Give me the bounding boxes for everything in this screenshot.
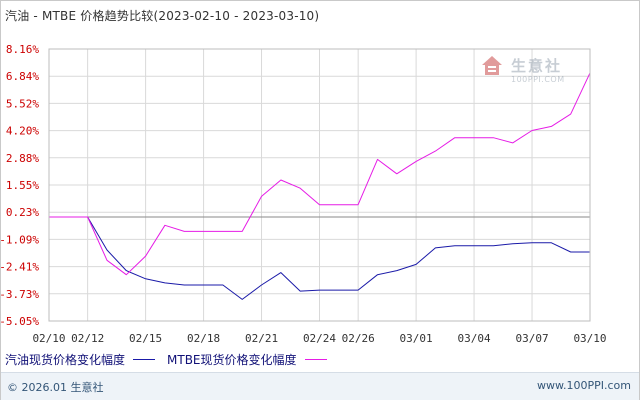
legend-swatch-mtbe [304,359,327,360]
footer-copyright: © 2026.01 生意社 [7,379,103,395]
series-line-mtbe [49,72,591,276]
chart-title: 汽油 - MTBE 价格趋势比较(2023-02-10 - 2023-03-10… [5,9,320,23]
x-tick-labels: 02/10 02/12 02/15 02/18 02/21 02/24 02/26 03/01… [32,332,606,345]
y-tick-labels: 8.16% 6.84% 5.52% 4.20% 2.88% 1.55% 0.23% -1.09… [1,43,39,328]
x-tick-label: 03/07 [515,332,548,345]
x-tick-label: 02/12 [71,332,104,345]
copyright-icon: © [7,381,18,394]
legend-label-mtbe: MTBE现货价格变化幅度 [167,353,297,367]
legend-swatch-gasoline [133,359,156,360]
chart-legend: 汽油现货价格变化幅度 MTBE现货价格变化幅度 [5,351,339,368]
y-tick-label: 0.23% [6,206,39,219]
x-tick-label: 02/18 [187,332,220,345]
watermark-logo: 生意社 100PPI.COM [481,53,581,87]
legend-item-mtbe: MTBE现货价格变化幅度 [167,351,327,368]
house-logo-icon [482,56,502,75]
watermark-url: 100PPI.COM [511,75,565,84]
y-tick-label: 6.84% [6,70,39,83]
x-tick-label: 03/10 [573,332,606,345]
x-tick-label: 03/04 [458,332,491,345]
x-tick-label: 03/01 [400,332,433,345]
chart-plot: 8.16% 6.84% 5.52% 4.20% 2.88% 1.55% 0.23% -1.09… [1,43,607,345]
legend-item-gasoline: 汽油现货价格变化幅度 [5,351,156,368]
y-tick-label: 1.55% [6,179,39,192]
y-tick-label: 8.16% [6,43,39,56]
series-line-gasoline [49,216,590,300]
plot-border [48,48,591,322]
footer-bar: © 2026.01 生意社 www.100PPI.com [1,372,639,400]
y-tick-label: 5.52% [6,97,39,110]
copyright-text: 2026.01 生意社 [21,381,104,394]
grid-layer [48,48,591,322]
y-tick-label: -1.09% [1,233,39,246]
footer-site-link[interactable]: www.100PPI.com [537,379,631,392]
legend-label-gasoline: 汽油现货价格变化幅度 [5,353,126,367]
y-tick-label: -5.05% [1,315,39,328]
x-tick-label: 02/26 [342,332,375,345]
y-tick-label: -2.41% [1,261,39,274]
x-tick-label: 02/24 [303,332,336,345]
y-tick-label: 4.20% [6,125,39,138]
x-tick-label: 02/10 [32,332,65,345]
x-tick-label: 02/21 [245,332,278,345]
y-tick-label: -3.73% [1,288,39,301]
watermark-name: 生意社 [511,57,563,75]
series-layer [49,72,591,300]
x-tick-label: 02/15 [129,332,162,345]
y-tick-label: 2.88% [6,152,39,165]
